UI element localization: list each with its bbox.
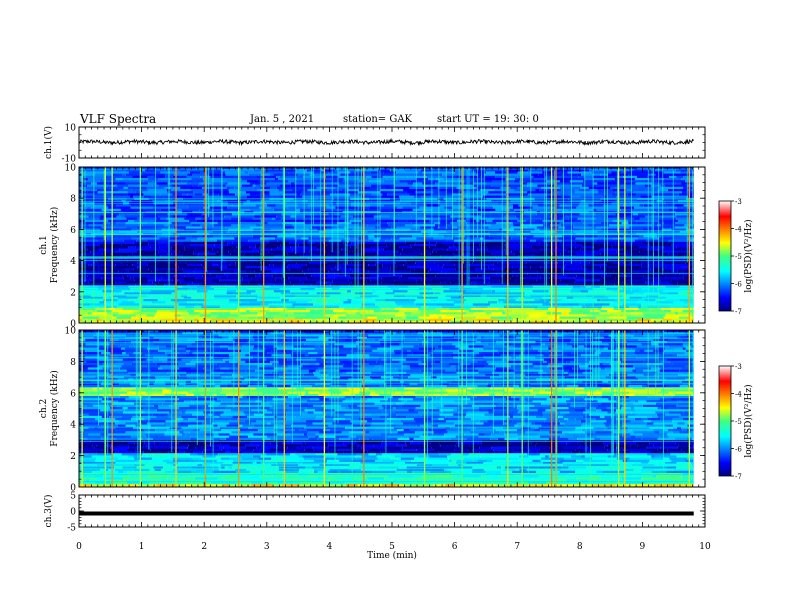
- y-tick-label: 4: [70, 421, 76, 431]
- x-tick-label: 1: [139, 542, 145, 552]
- colorbar-tick-label: -6: [735, 281, 742, 289]
- y-tick-label: 10: [65, 124, 77, 134]
- colorbar-tick-label: -4: [735, 391, 742, 399]
- y-tick-label: 6: [70, 226, 76, 236]
- y-tick-label: 0: [70, 484, 76, 494]
- spectrogram-channel-label: ch.1: [39, 235, 49, 254]
- y-tick-label: 2: [70, 452, 76, 462]
- ch1-spectrogram-panel: 0 2 4 6 8 10 ch.1 Frequency (kHz): [39, 164, 706, 330]
- x-tick-label: 3: [264, 542, 270, 552]
- y-tick-label: 8: [70, 358, 76, 368]
- spectrogram-image: [79, 330, 705, 487]
- colorbar-tick-label: -6: [735, 446, 742, 454]
- spectrogram-ylabel: Frequency (kHz): [49, 370, 60, 447]
- colorbar-tick-label: -4: [735, 226, 742, 234]
- figure-title: VLF Spectra: [80, 112, 157, 126]
- y-tick-label: 2: [70, 288, 76, 298]
- x-tick-label: 2: [201, 542, 207, 552]
- date-label: Jan. 5 , 2021: [250, 114, 315, 125]
- colorbar-tick-label: -7: [735, 473, 742, 481]
- colorbar-label: log(PSD)(V²/Hz): [743, 219, 754, 292]
- colorbar-label: log(PSD)(V²/Hz): [743, 384, 754, 457]
- x-tick-label: 8: [577, 542, 583, 552]
- ch1-waveform-panel: 10 -10 ch.1(V): [43, 124, 706, 165]
- y-tick-label: 0: [70, 320, 76, 330]
- spectrogram-ylabel: Frequency (kHz): [49, 207, 60, 284]
- y-tick-label: 6: [70, 389, 76, 399]
- spectrogram-channel-label: ch.2: [39, 399, 49, 418]
- x-tick-label: 7: [514, 542, 520, 552]
- spectrogram-image: [79, 167, 705, 323]
- x-tick-label: 0: [76, 542, 82, 552]
- x-tick-label: 6: [452, 542, 458, 552]
- ch1-trace: [78, 138, 695, 147]
- ch3-ylabel: ch.3(V): [43, 495, 54, 528]
- colorbar-tick-label: -3: [735, 198, 742, 206]
- y-tick-label: 10: [65, 164, 77, 174]
- colorbar-tick-label: -5: [735, 253, 742, 261]
- y-tick-label: 4: [70, 257, 76, 267]
- colorbar-tick-label: -3: [735, 363, 742, 371]
- colorbar: [718, 365, 732, 477]
- y-tick-label: -5: [67, 524, 76, 534]
- x-tick-label: 5: [389, 542, 395, 552]
- y-tick-label: 8: [70, 195, 76, 205]
- y-tick-label: 0: [70, 508, 76, 518]
- x-tick-label: 9: [640, 542, 646, 552]
- station-label: station= GAK: [343, 114, 413, 125]
- ch2-spectrogram-panel: 0 2 4 6 8 10 ch.2 Frequency (kHz): [39, 327, 706, 494]
- colorbars: -3 -4 -5 -6 -7 log(PSD)(V²/Hz) -3 -4 -5 -6 -7 log(P…: [718, 198, 754, 481]
- colorbar-tick-label: -7: [735, 308, 742, 316]
- start-time-label: start UT = 19: 30: 0: [437, 114, 539, 125]
- x-tick-label: 4: [327, 542, 333, 552]
- y-tick-label: 10: [65, 327, 77, 337]
- y-tick-label: -10: [62, 155, 77, 165]
- colorbar-tick-label: -5: [735, 418, 742, 426]
- x-tick-label: 10: [699, 542, 711, 552]
- colorbar: [718, 200, 732, 312]
- y-tick-label: 5: [70, 492, 76, 502]
- x-axis-label: Time (min): [367, 550, 417, 561]
- ch1-ylabel: ch.1(V): [43, 126, 54, 159]
